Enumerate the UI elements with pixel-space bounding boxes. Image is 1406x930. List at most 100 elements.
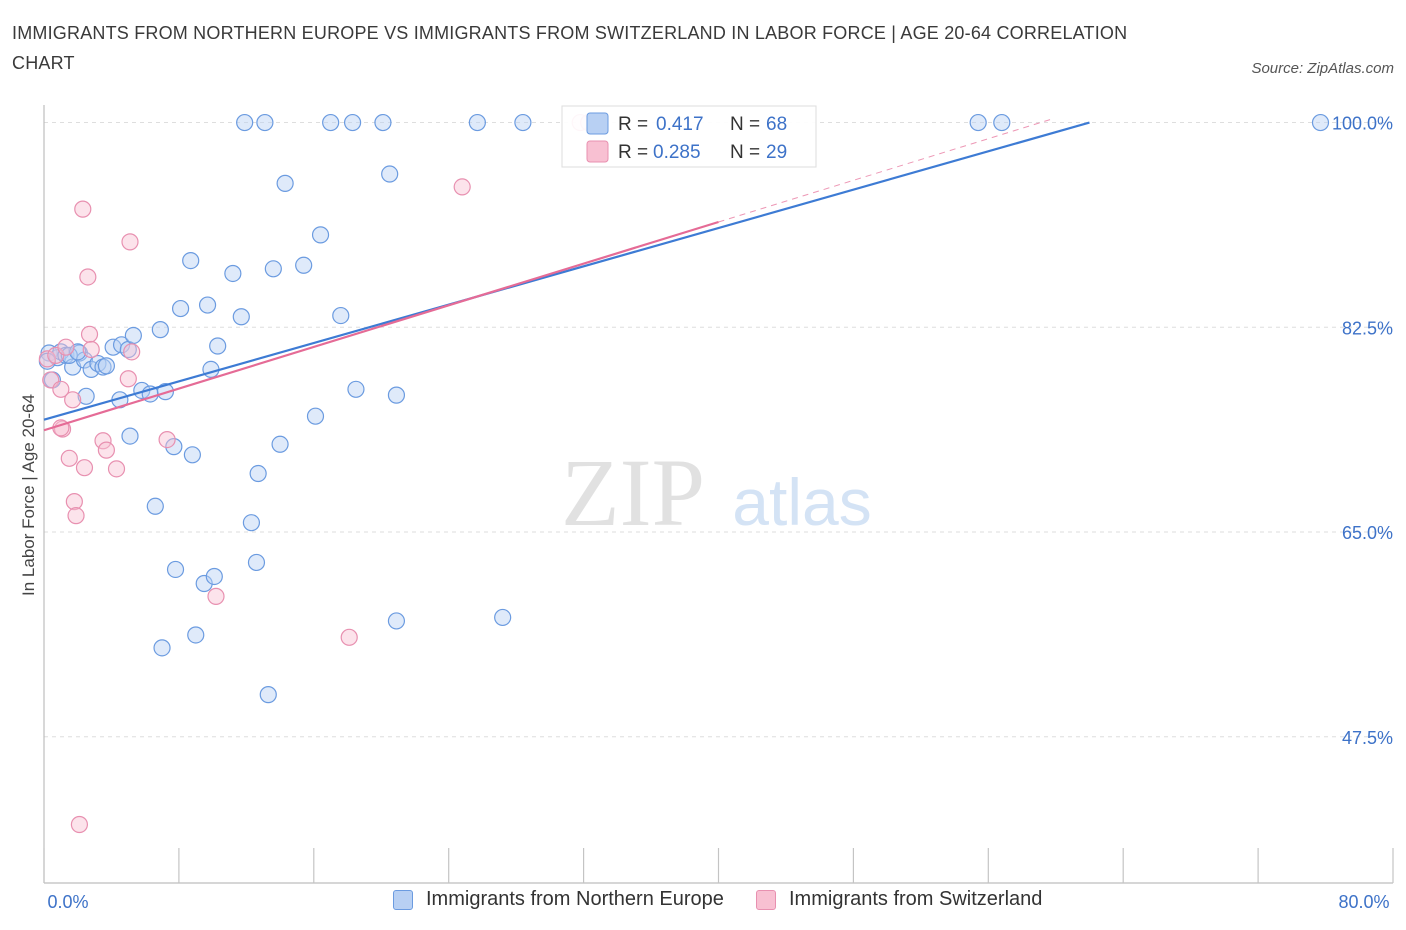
point-northern-europe bbox=[264, 260, 282, 278]
legend-swatch-pink bbox=[756, 889, 776, 910]
point-northern-europe bbox=[259, 686, 277, 704]
x-min-label: 0.0% bbox=[47, 892, 88, 912]
point-northern-europe bbox=[271, 435, 289, 453]
point-northern-europe bbox=[387, 612, 406, 630]
y-tick-label: 100.0% bbox=[1332, 114, 1393, 134]
point-northern-europe bbox=[332, 306, 350, 325]
point-switzerland bbox=[57, 338, 75, 356]
point-northern-europe bbox=[969, 113, 987, 132]
point-northern-europe bbox=[205, 567, 223, 586]
stats-n-value-1: 68 bbox=[766, 114, 787, 135]
point-northern-europe bbox=[242, 514, 261, 532]
point-switzerland bbox=[121, 233, 139, 251]
point-switzerland bbox=[123, 343, 141, 361]
point-switzerland bbox=[79, 268, 97, 286]
trendline-switzerland bbox=[43, 220, 719, 432]
stats-r-label-1: R = bbox=[618, 114, 648, 135]
point-northern-europe bbox=[247, 553, 266, 572]
trendlines bbox=[43, 118, 1090, 432]
point-northern-europe bbox=[121, 427, 139, 445]
trendline-switzerland-extension bbox=[718, 118, 1053, 223]
point-northern-europe bbox=[249, 464, 267, 483]
point-northern-europe bbox=[202, 360, 220, 379]
point-northern-europe bbox=[993, 113, 1011, 132]
y-tick-label: 82.5% bbox=[1342, 318, 1393, 338]
point-northern-europe bbox=[276, 174, 294, 192]
point-switzerland bbox=[340, 628, 358, 646]
gridlines bbox=[44, 122, 1393, 738]
point-switzerland bbox=[94, 432, 112, 450]
point-switzerland bbox=[75, 459, 94, 477]
point-northern-europe bbox=[187, 626, 205, 644]
y-tick-labels: 47.5% 65.0% 82.5% 100.0% bbox=[1332, 114, 1393, 748]
data-points bbox=[38, 113, 1330, 834]
legend-swatch-blue bbox=[393, 889, 413, 910]
watermark-zip: ZIP bbox=[561, 439, 705, 546]
point-switzerland bbox=[97, 441, 115, 459]
point-northern-europe bbox=[146, 497, 164, 515]
point-northern-europe bbox=[311, 226, 330, 244]
point-switzerland bbox=[107, 460, 126, 478]
point-northern-europe bbox=[151, 321, 169, 339]
point-northern-europe bbox=[165, 438, 183, 456]
point-northern-europe bbox=[468, 113, 486, 132]
stats-n-label-2: N = bbox=[730, 142, 760, 163]
point-northern-europe bbox=[153, 639, 171, 657]
point-northern-europe bbox=[183, 446, 201, 464]
legend-item-switzerland: Immigrants from Switzerland bbox=[756, 888, 1042, 911]
point-northern-europe bbox=[232, 308, 250, 326]
legend-label-northern-europe: Immigrants from Northern Europe bbox=[426, 888, 724, 910]
point-switzerland bbox=[52, 380, 70, 398]
point-northern-europe bbox=[209, 337, 227, 355]
stats-r-value-2: 0.285 bbox=[653, 142, 701, 163]
stats-n-label-1: N = bbox=[730, 114, 760, 135]
point-switzerland bbox=[82, 340, 100, 359]
point-northern-europe bbox=[374, 113, 392, 132]
point-switzerland bbox=[207, 587, 225, 605]
point-northern-europe bbox=[494, 608, 512, 627]
point-northern-europe bbox=[124, 326, 142, 345]
point-northern-europe bbox=[322, 113, 340, 132]
y-tick-label: 65.0% bbox=[1342, 523, 1393, 543]
stats-swatch-pink bbox=[586, 140, 609, 163]
point-switzerland bbox=[453, 178, 471, 196]
point-northern-europe bbox=[224, 264, 242, 283]
y-tick-label: 47.5% bbox=[1342, 728, 1393, 748]
point-switzerland bbox=[119, 370, 137, 388]
point-northern-europe bbox=[387, 386, 406, 404]
point-northern-europe bbox=[347, 380, 365, 398]
point-northern-europe bbox=[198, 296, 217, 314]
point-switzerland bbox=[38, 350, 56, 368]
stats-legend: R = 0.417 N = 68 R = 0.285 N = 29 bbox=[561, 105, 817, 168]
legend-item-northern-europe: Immigrants from Northern Europe bbox=[393, 888, 724, 911]
point-northern-europe bbox=[1311, 113, 1330, 132]
point-switzerland bbox=[65, 493, 83, 511]
point-northern-europe bbox=[236, 113, 254, 132]
point-switzerland bbox=[60, 449, 78, 467]
point-northern-europe bbox=[97, 357, 115, 375]
stats-swatch-blue bbox=[586, 112, 609, 135]
x-ticks bbox=[43, 848, 1394, 883]
trendline-northern-europe bbox=[43, 121, 1090, 421]
point-northern-europe bbox=[77, 387, 95, 405]
point-northern-europe bbox=[514, 113, 532, 132]
point-switzerland bbox=[67, 507, 85, 525]
point-switzerland bbox=[158, 430, 176, 449]
point-northern-europe bbox=[195, 574, 213, 593]
stats-n-value-2: 29 bbox=[766, 142, 787, 163]
point-northern-europe bbox=[256, 113, 274, 132]
point-northern-europe bbox=[343, 113, 362, 132]
point-northern-europe bbox=[182, 252, 200, 270]
stats-r-label-2: R = bbox=[618, 142, 648, 163]
point-switzerland bbox=[64, 391, 82, 409]
watermark-atlas: atlas bbox=[732, 465, 871, 539]
point-northern-europe bbox=[306, 407, 325, 425]
y-axis-title: In Labor Force | Age 20-64 bbox=[19, 394, 38, 596]
point-switzerland bbox=[80, 325, 99, 343]
point-northern-europe bbox=[171, 299, 190, 318]
source-label: Source: ZipAtlas.com bbox=[1251, 60, 1394, 77]
point-northern-europe bbox=[295, 256, 313, 274]
point-switzerland bbox=[70, 815, 89, 834]
point-northern-europe bbox=[381, 165, 399, 183]
